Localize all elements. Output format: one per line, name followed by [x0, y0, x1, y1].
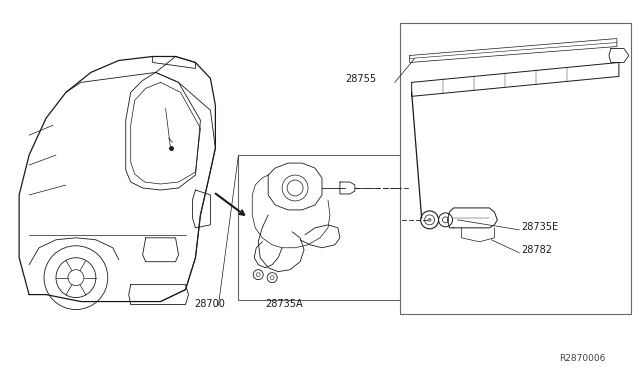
Bar — [238, 155, 406, 299]
Text: 28735A: 28735A — [265, 299, 303, 308]
Text: R2870006: R2870006 — [559, 355, 605, 363]
Text: 28700: 28700 — [195, 299, 225, 308]
Text: 28735E: 28735E — [521, 222, 558, 232]
Circle shape — [428, 218, 431, 222]
Text: 28782: 28782 — [521, 245, 552, 255]
Bar — [400, 23, 631, 314]
Text: 28755: 28755 — [345, 74, 376, 84]
